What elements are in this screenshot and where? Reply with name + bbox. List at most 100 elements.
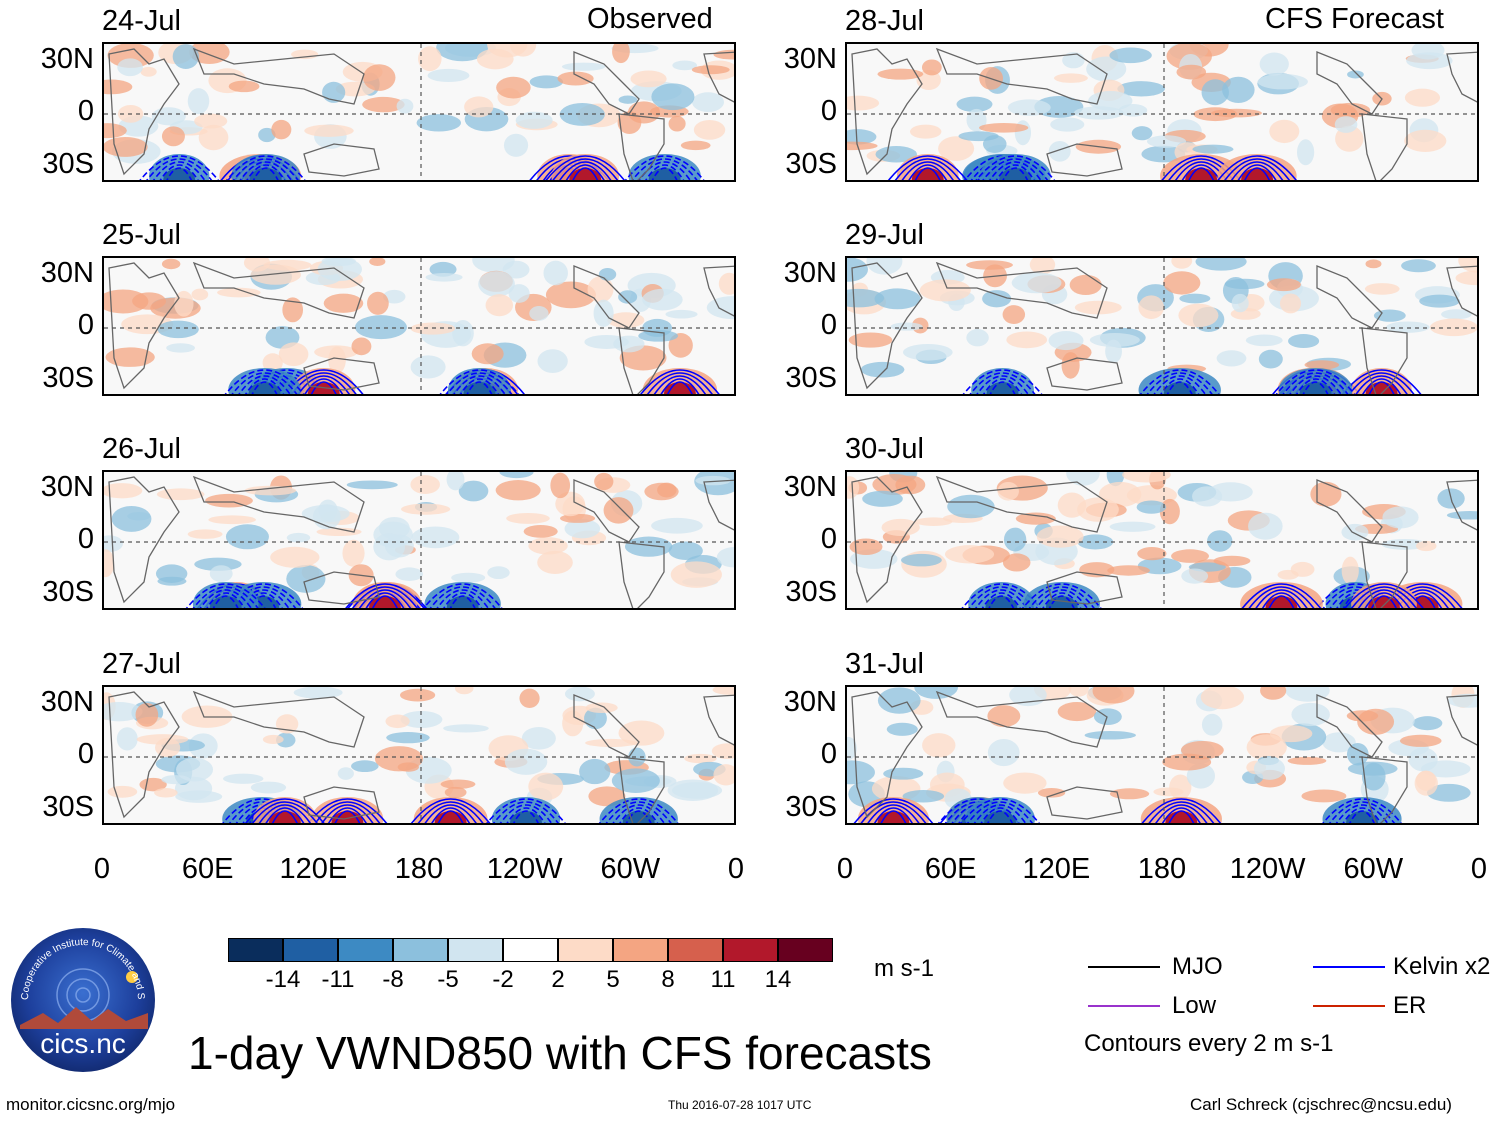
anomaly-shading: [1414, 770, 1438, 796]
anomaly-shading: [706, 296, 734, 320]
anomaly-shading: [938, 136, 975, 161]
anomaly-shading: [713, 49, 734, 60]
lon-tick-label: 120E: [279, 853, 348, 885]
anomaly-shading: [1109, 788, 1150, 800]
anomaly-shading: [335, 81, 375, 97]
anomaly-shading: [1269, 119, 1300, 144]
kelvin-contour: [1153, 375, 1206, 394]
anomaly-shading: [919, 279, 971, 302]
anomaly-shading: [618, 95, 638, 104]
kelvin-contour: [640, 369, 720, 394]
kelvin-contour: [989, 381, 1016, 394]
panel-svg: [847, 258, 1477, 394]
kelvin-contour: [1224, 158, 1291, 180]
coastline: [192, 261, 365, 319]
anomaly-core: [1299, 382, 1332, 394]
kelvin-contour: [436, 589, 489, 608]
lon-tick-label: 60E: [181, 853, 234, 885]
anomaly-shading: [282, 297, 304, 323]
anomaly-shading: [1003, 527, 1027, 552]
panel-map-25-jul: [102, 256, 736, 396]
lat-tick-label: 30S: [785, 147, 837, 180]
lon-tick-label: 120E: [1022, 853, 1091, 885]
kelvin-contour: [424, 804, 477, 823]
colorbar-units: m s-1: [874, 955, 934, 982]
anomaly-shading: [1086, 56, 1127, 82]
coastline: [1316, 51, 1383, 115]
kelvin-contour: [304, 378, 344, 394]
anomaly-core: [509, 811, 542, 823]
anomaly-shading: [585, 738, 637, 747]
anomaly-shading: [598, 268, 617, 281]
anomaly-shading: [1382, 506, 1419, 529]
panel-date-25-jul: 25-Jul: [102, 219, 181, 251]
anomaly-shading: [691, 65, 730, 75]
anomaly-shading: [322, 81, 346, 103]
coastline: [303, 571, 380, 605]
anomaly-shading: [1260, 687, 1287, 700]
kelvin-contour: [1357, 589, 1411, 608]
anomaly-core: [228, 368, 301, 394]
legend-label-low: Low: [1172, 992, 1217, 1019]
anomaly-core: [434, 811, 467, 823]
kelvin-contour: [1282, 372, 1349, 394]
anomaly-shading: [154, 787, 178, 798]
anomaly-shading: [228, 80, 260, 93]
anomaly-shading: [1412, 716, 1443, 731]
anomaly-shading: [1334, 116, 1358, 133]
coastline: [703, 265, 734, 317]
lat-tick-label: 0: [820, 309, 837, 341]
anomaly-shading: [286, 532, 311, 543]
anomaly-shading: [104, 123, 127, 139]
footer-timestamp: Thu 2016-07-28 1017 UTC: [668, 1098, 812, 1112]
kelvin-contour: [252, 167, 279, 180]
anomaly-core: [248, 382, 281, 394]
anomaly-shading: [436, 44, 489, 62]
anomaly-shading: [104, 79, 133, 95]
anomaly-shading: [579, 758, 611, 785]
anomaly-shading: [947, 494, 995, 519]
anomaly-shading: [385, 714, 410, 729]
anomaly-shading: [191, 288, 209, 301]
anomaly-shading: [416, 114, 462, 132]
coastline: [618, 327, 665, 394]
anomaly-shading: [847, 288, 885, 308]
anomaly-shading: [612, 44, 630, 64]
anomaly-shading: [1399, 734, 1442, 747]
anomaly-shading: [472, 258, 515, 273]
anomaly-shading: [555, 491, 586, 517]
anomaly-shading: [668, 333, 693, 358]
kelvin-contour: [443, 592, 483, 608]
kelvin-contour: [446, 372, 513, 394]
kelvin-contour: [1348, 372, 1415, 394]
anomaly-shading: [982, 290, 1012, 308]
kelvin-contour: [334, 810, 361, 823]
anomaly-core: [663, 382, 696, 394]
legend-label-kelvin: Kelvin x2: [1393, 953, 1491, 980]
panel-date-29-jul: 29-Jul: [845, 219, 924, 251]
kelvin-contour: [206, 592, 246, 608]
kelvin-contour: [1166, 381, 1193, 394]
colorbar-swatch: [778, 938, 833, 962]
kelvin-contour: [1022, 583, 1102, 608]
anomaly-shading: [847, 141, 878, 151]
anomaly-core: [368, 596, 401, 608]
lat-tick-label: 30N: [40, 256, 94, 289]
anomaly-shading: [692, 92, 725, 112]
anomaly-shading: [718, 272, 734, 295]
anomaly-shading: [1426, 783, 1471, 802]
kelvin-contour: [887, 155, 968, 180]
colorbar-tick-label: 2: [551, 966, 565, 993]
lon-tick-label: 0: [93, 853, 111, 885]
anomaly-shading: [351, 760, 379, 773]
anomaly-shading: [1446, 511, 1477, 520]
anomaly-shading: [374, 746, 424, 772]
anomaly-shading: [440, 779, 476, 789]
anomaly-shading: [367, 291, 389, 315]
anomaly-core: [163, 168, 196, 180]
anomaly-shading: [1291, 702, 1330, 727]
anomaly-shading: [1002, 305, 1026, 324]
kelvin-contour: [345, 583, 425, 608]
kelvin-contour: [1002, 167, 1029, 180]
anomaly-shading: [346, 480, 398, 490]
